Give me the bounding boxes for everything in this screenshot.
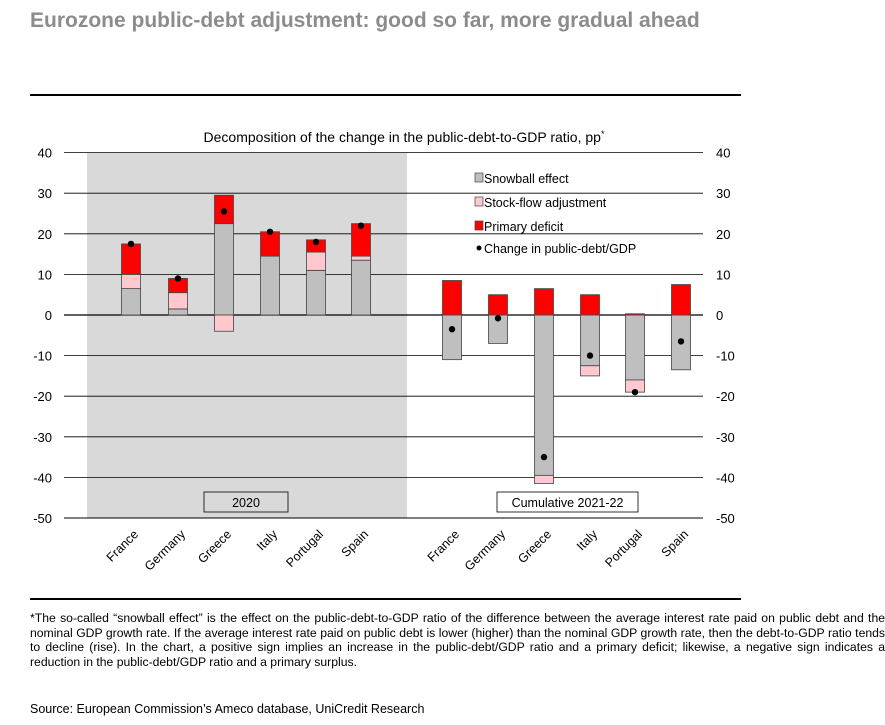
change-in-debt-marker: [266, 228, 274, 235]
primary-deficit-bar: [671, 284, 691, 316]
footnote: *The so-called “snowball effect” is the …: [30, 611, 885, 669]
y-tick-label-left: 40: [38, 146, 52, 161]
x-category-label: Portugal: [602, 527, 645, 570]
snowball-bar: [306, 269, 326, 316]
y-tick-label-left: 0: [45, 308, 52, 323]
y-tick-label-right: 40: [716, 146, 730, 161]
y-tick-label-right: -50: [716, 511, 735, 526]
change-in-debt-marker: [631, 388, 639, 396]
change-in-debt-marker: [127, 240, 135, 248]
x-category-label: France: [104, 527, 141, 564]
snowball-bar: [534, 314, 554, 476]
legend-label: Stock-flow adjustment: [484, 196, 607, 210]
y-tick-label-right: -40: [716, 470, 735, 485]
legend-label: Primary deficit: [484, 220, 564, 234]
chart-title-text: Decomposition of the change in the publi…: [204, 129, 602, 145]
snowball-bar: [351, 259, 371, 316]
y-tick-label-right: 0: [716, 308, 723, 323]
x-category-label: Italy: [254, 527, 281, 554]
y-tick-label-left: -40: [33, 470, 52, 485]
page-title: Eurozone public-debt adjustment: good so…: [30, 9, 700, 32]
primary-deficit-bar: [534, 288, 554, 316]
group-label: Cumulative 2021-22: [512, 496, 624, 510]
primary-deficit-bar: [121, 243, 141, 275]
snowball-bar: [260, 255, 280, 316]
bottom-rule: [30, 598, 741, 600]
change-in-debt-marker: [312, 238, 320, 246]
stock-flow-bar: [121, 273, 141, 290]
panel-2020-shade: [87, 152, 407, 518]
y-tick-label-left: -20: [33, 389, 52, 404]
x-category-label: Spain: [339, 527, 372, 560]
legend-label: Change in public-debt/GDP: [484, 242, 636, 256]
x-category-label: Italy: [574, 527, 601, 554]
snowball-bar: [625, 314, 645, 381]
change-in-debt-marker: [586, 352, 594, 359]
legend-swatch: [474, 196, 484, 207]
y-tick-label-right: -10: [716, 349, 735, 364]
y-tick-label-right: -30: [716, 430, 735, 445]
change-in-debt-marker: [448, 326, 456, 333]
change-in-debt-marker: [540, 453, 548, 461]
y-tick-label-left: 20: [38, 227, 52, 242]
x-category-label: France: [425, 527, 462, 564]
chart-title-marker: *: [601, 129, 605, 139]
top-rule: [30, 94, 741, 96]
primary-deficit-bar: [442, 280, 462, 316]
change-in-debt-marker: [174, 275, 182, 282]
primary-deficit-bar: [580, 294, 600, 316]
y-tick-label-right: -20: [716, 389, 735, 404]
snowball-bar: [121, 288, 141, 316]
primary-deficit-bar: [260, 231, 280, 257]
stock-flow-bar: [351, 255, 371, 261]
x-category-label: Greece: [195, 527, 234, 566]
primary-deficit-bar: [625, 313, 645, 316]
group-label-box: [203, 491, 289, 513]
stock-flow-bar: [534, 474, 554, 484]
legend-label: Snowball effect: [484, 172, 569, 186]
legend-swatch: [474, 172, 484, 183]
y-tick-label-left: 30: [38, 186, 52, 201]
snowball-bar: [214, 223, 234, 316]
y-tick-label-right: 20: [716, 227, 730, 242]
change-in-debt-marker: [357, 222, 365, 229]
change-in-debt-marker: [220, 208, 228, 215]
snowball-bar: [168, 308, 188, 316]
y-tick-label-left: 10: [38, 267, 52, 282]
legend-marker: [476, 245, 482, 251]
y-tick-label-left: -50: [33, 511, 52, 526]
snowball-bar: [442, 314, 462, 361]
primary-deficit-bar: [488, 294, 508, 316]
stock-flow-bar: [214, 314, 234, 332]
group-label: 2020: [232, 496, 260, 510]
y-tick-label-left: -10: [33, 349, 52, 364]
stock-flow-bar: [306, 251, 326, 271]
x-category-label: Spain: [659, 527, 692, 560]
source-note: Source: European Commission’s Ameco data…: [30, 702, 425, 716]
y-tick-label-left: -30: [33, 430, 52, 445]
y-tick-label-right: 10: [716, 267, 730, 282]
stock-flow-bar: [168, 292, 188, 310]
stock-flow-bar: [580, 365, 600, 377]
y-tick-label-right: 30: [716, 186, 730, 201]
x-category-label: Portugal: [283, 527, 326, 570]
legend-swatch: [474, 220, 484, 231]
x-category-label: Germany: [462, 527, 509, 574]
change-in-debt-marker: [677, 338, 685, 345]
chart-title: Decomposition of the change in the publi…: [204, 129, 605, 145]
x-category-label: Germany: [142, 527, 189, 574]
x-category-label: Greece: [515, 527, 554, 566]
group-label-box: [496, 491, 639, 513]
change-in-debt-marker: [494, 315, 502, 322]
